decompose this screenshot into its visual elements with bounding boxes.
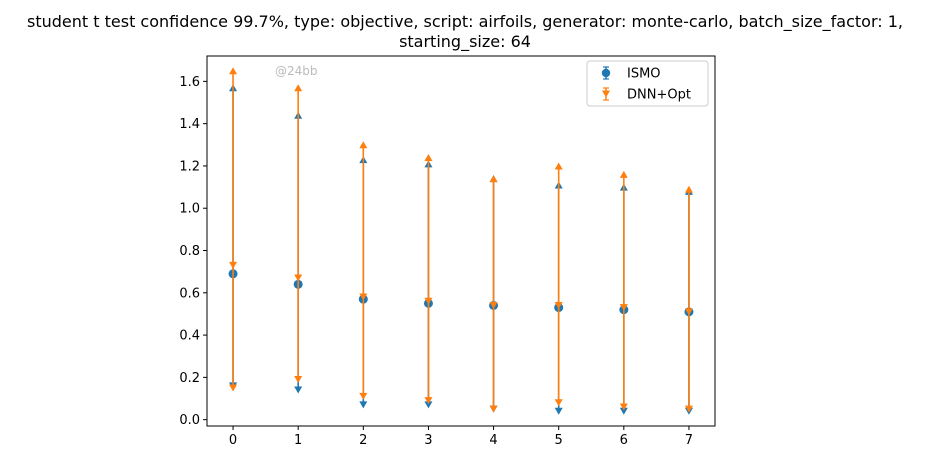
x-tick-label: 5: [555, 433, 563, 448]
y-tick-label: 1.0: [179, 202, 200, 217]
error-cap-upper: [619, 170, 628, 178]
error-cap-upper: [359, 141, 368, 149]
data-point: [424, 297, 433, 305]
x-tick-label: 4: [489, 433, 497, 448]
data-point: [554, 301, 563, 309]
error-cap-lower: [229, 384, 238, 392]
x-tick-label: 7: [685, 433, 693, 448]
error-cap-upper: [489, 175, 498, 183]
chart-title-line-2: starting_size: 64: [399, 32, 531, 52]
data-point: [229, 261, 238, 269]
error-cap-lower: [359, 392, 368, 400]
watermark: @24bb: [275, 64, 318, 78]
error-cap-upper: [294, 84, 303, 92]
y-tick-label: 0.4: [179, 329, 200, 344]
legend-label: ISMO: [627, 67, 661, 82]
error-cap-lower: [489, 405, 498, 413]
plot-area: [206, 55, 716, 427]
error-cap-lower: [294, 386, 303, 394]
error-cap-lower: [424, 401, 433, 409]
error-cap-lower: [684, 405, 693, 413]
x-tick-label: 1: [294, 433, 302, 448]
error-cap-lower: [554, 399, 563, 407]
series-dnn-opt: [229, 67, 693, 413]
y-tick-label: 1.4: [179, 117, 200, 132]
data-point: [359, 293, 368, 301]
chart-title-line-1: student t test confidence 99.7%, type: o…: [27, 12, 903, 32]
x-tick-label: 3: [424, 433, 432, 448]
y-tick-label: 1.6: [179, 75, 200, 90]
legend-label: DNN+Opt: [627, 88, 691, 103]
y-tick-label: 0.0: [179, 413, 200, 428]
legend-marker: [601, 68, 611, 78]
x-tick-label: 2: [359, 433, 367, 448]
legend-marker: [602, 90, 610, 98]
error-cap-upper: [684, 185, 693, 193]
y-tick-label: 0.8: [179, 244, 200, 259]
error-cap-lower: [619, 407, 628, 415]
x-tick-label: 0: [229, 433, 237, 448]
y-tick-label: 1.2: [179, 159, 200, 174]
error-cap-lower: [359, 401, 368, 409]
data-point: [294, 274, 303, 282]
data-point: [619, 304, 628, 312]
error-cap-upper: [229, 67, 238, 75]
error-cap-upper: [554, 162, 563, 170]
error-cap-lower: [554, 407, 563, 415]
y-tick-label: 0.6: [179, 286, 200, 301]
x-tick-label: 6: [620, 433, 628, 448]
legend: ISMO DNN+Opt: [586, 60, 709, 107]
legend-frame: [586, 60, 709, 107]
data-point: [489, 301, 498, 309]
error-cap-lower: [294, 375, 303, 383]
y-tick-label: 0.2: [179, 371, 200, 386]
error-cap-lower: [424, 397, 433, 405]
data-point: [684, 308, 693, 316]
error-cap-lower: [619, 403, 628, 411]
error-cap-upper: [424, 153, 433, 161]
